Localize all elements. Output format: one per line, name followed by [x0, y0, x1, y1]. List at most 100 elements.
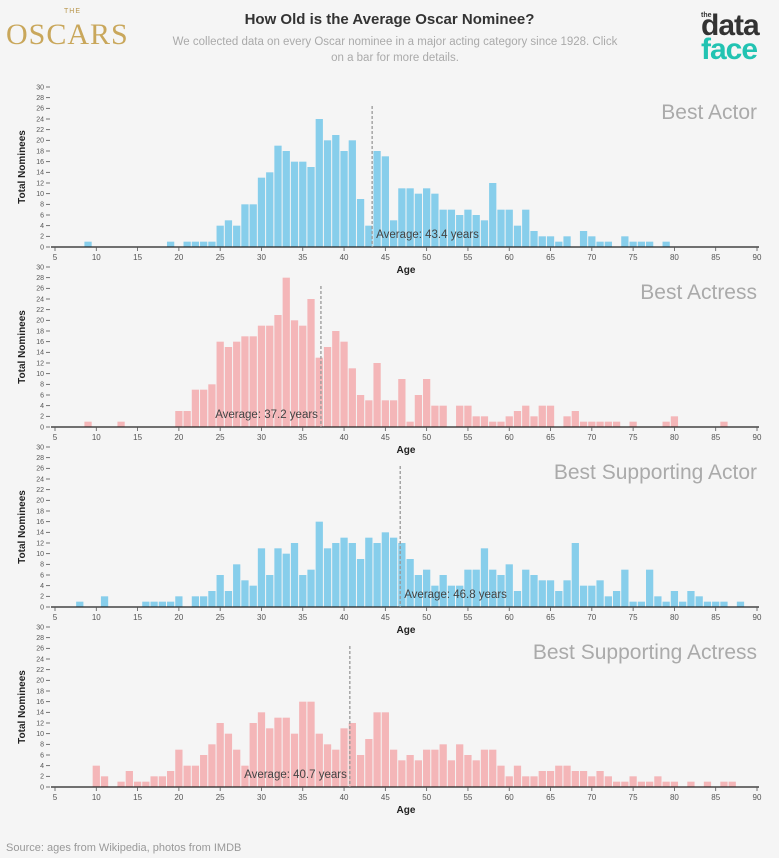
bar-age-61[interactable] [513, 591, 522, 607]
bar-age-34[interactable] [290, 320, 299, 427]
bar-age-14[interactable] [125, 771, 133, 787]
bar-age-62[interactable] [522, 405, 530, 427]
bar-age-75[interactable] [629, 421, 637, 427]
bar-age-86[interactable] [720, 421, 728, 427]
bar-age-84[interactable] [703, 601, 712, 607]
bar-age-26[interactable] [224, 733, 233, 787]
bar-age-66[interactable] [555, 241, 563, 247]
bar-age-31[interactable] [266, 325, 274, 427]
bar-age-84[interactable] [703, 781, 712, 787]
bar-age-26[interactable] [224, 591, 233, 607]
bar-age-24[interactable] [208, 384, 216, 427]
bar-age-69[interactable] [579, 231, 588, 247]
bar-age-52[interactable] [439, 209, 447, 247]
bar-age-17[interactable] [150, 776, 158, 787]
bar-age-59[interactable] [497, 575, 505, 607]
bar-age-48[interactable] [406, 755, 414, 787]
bar-age-37[interactable] [315, 357, 323, 427]
bar-age-43[interactable] [365, 225, 373, 247]
bar-age-70[interactable] [588, 585, 596, 607]
bar-age-35[interactable] [299, 701, 307, 787]
bar-age-27[interactable] [233, 749, 241, 787]
bar-age-56[interactable] [472, 569, 480, 607]
bar-age-69[interactable] [579, 771, 588, 787]
bar-age-68[interactable] [571, 771, 579, 787]
bar-age-31[interactable] [266, 575, 274, 607]
bar-age-23[interactable] [200, 596, 208, 607]
bar-age-28[interactable] [241, 765, 249, 787]
bar-age-72[interactable] [604, 596, 612, 607]
bar-age-29[interactable] [249, 723, 257, 787]
bar-age-67[interactable] [563, 236, 571, 247]
bar-age-48[interactable] [406, 188, 414, 247]
bar-age-65[interactable] [546, 405, 555, 427]
bar-age-42[interactable] [356, 199, 365, 247]
bar-age-29[interactable] [249, 204, 257, 247]
bar-age-50[interactable] [423, 379, 431, 427]
bar-age-26[interactable] [224, 347, 233, 427]
bar-age-62[interactable] [522, 776, 530, 787]
bar-age-75[interactable] [629, 601, 637, 607]
bar-age-47[interactable] [398, 188, 406, 247]
bar-age-54[interactable] [456, 585, 464, 607]
bar-age-45[interactable] [381, 156, 389, 247]
bar-age-66[interactable] [555, 765, 563, 787]
the-data-face-logo[interactable]: the data face [696, 8, 768, 65]
bar-age-11[interactable] [100, 776, 109, 787]
bar-age-23[interactable] [200, 755, 208, 787]
bar-age-50[interactable] [423, 749, 431, 787]
bar-age-8[interactable] [76, 601, 84, 607]
bar-age-62[interactable] [522, 209, 530, 247]
bar-age-33[interactable] [282, 717, 290, 787]
bar-age-45[interactable] [381, 712, 389, 787]
bar-age-55[interactable] [464, 569, 472, 607]
bar-age-55[interactable] [464, 405, 472, 427]
bar-age-75[interactable] [629, 776, 637, 787]
bar-age-88[interactable] [736, 601, 745, 607]
bar-age-63[interactable] [530, 575, 538, 607]
bar-age-33[interactable] [282, 553, 290, 607]
bar-age-20[interactable] [175, 749, 183, 787]
bar-age-36[interactable] [307, 167, 315, 247]
bar-age-51[interactable] [431, 749, 439, 787]
bar-age-24[interactable] [208, 744, 216, 787]
bar-age-70[interactable] [588, 776, 596, 787]
bar-age-30[interactable] [257, 712, 266, 787]
bar-age-52[interactable] [439, 575, 447, 607]
bar-age-70[interactable] [588, 236, 596, 247]
bar-age-39[interactable] [332, 135, 340, 247]
bar-age-47[interactable] [398, 543, 406, 607]
bar-age-51[interactable] [431, 405, 439, 427]
bar-age-56[interactable] [472, 760, 480, 787]
bar-age-42[interactable] [356, 755, 365, 787]
bar-age-63[interactable] [530, 231, 538, 247]
bar-age-62[interactable] [522, 569, 530, 607]
bar-age-46[interactable] [389, 220, 398, 247]
bar-age-61[interactable] [513, 411, 522, 427]
bar-age-60[interactable] [505, 416, 513, 427]
bar-age-28[interactable] [241, 336, 249, 427]
bar-age-16[interactable] [142, 781, 150, 787]
bar-age-22[interactable] [191, 765, 200, 787]
bar-age-54[interactable] [456, 744, 464, 787]
bar-age-74[interactable] [621, 236, 629, 247]
bar-age-21[interactable] [183, 241, 191, 247]
bar-age-17[interactable] [150, 601, 158, 607]
bar-age-41[interactable] [348, 140, 356, 247]
bar-age-72[interactable] [604, 776, 612, 787]
bar-age-49[interactable] [414, 575, 423, 607]
bar-age-25[interactable] [216, 341, 224, 427]
bar-age-19[interactable] [166, 601, 175, 607]
bar-age-61[interactable] [513, 765, 522, 787]
bar-age-71[interactable] [596, 421, 604, 427]
bar-age-40[interactable] [340, 537, 348, 607]
bar-age-53[interactable] [447, 760, 456, 787]
bar-age-79[interactable] [662, 781, 670, 787]
bar-age-65[interactable] [546, 580, 555, 607]
bar-age-47[interactable] [398, 760, 406, 787]
bar-age-39[interactable] [332, 331, 340, 427]
bar-age-50[interactable] [423, 188, 431, 247]
bar-age-32[interactable] [274, 717, 282, 787]
bar-age-29[interactable] [249, 336, 257, 427]
bar-age-73[interactable] [612, 781, 621, 787]
